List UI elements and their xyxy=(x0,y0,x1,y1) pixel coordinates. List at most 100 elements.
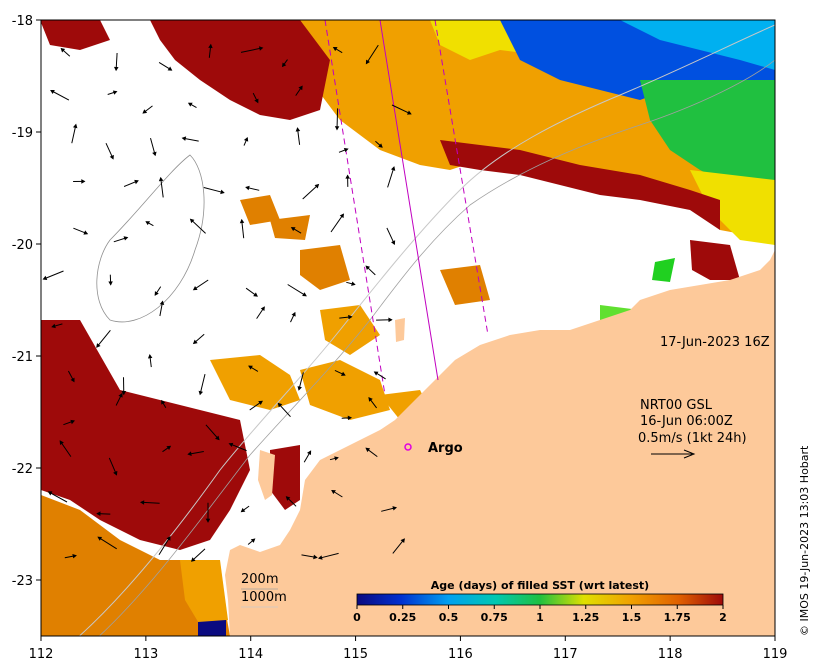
current-arrowhead xyxy=(113,66,119,72)
current-arrow xyxy=(190,218,206,234)
current-arrowhead xyxy=(378,143,383,148)
current-arrowhead xyxy=(373,371,379,376)
current-arrow xyxy=(318,552,339,559)
current-arrowhead xyxy=(290,227,296,232)
current-arrowhead xyxy=(343,147,349,153)
current-arrowhead xyxy=(70,377,75,383)
current-arrowhead xyxy=(72,123,78,129)
current-arrow xyxy=(158,536,171,556)
x-tick-label: 115 xyxy=(343,647,368,662)
y-tick-label: -18 xyxy=(12,14,33,29)
current-arrowhead xyxy=(253,292,258,297)
current-arrowhead xyxy=(345,174,350,179)
current-arrowhead xyxy=(81,179,86,184)
x-axis: 112 113 114 115 116 117 118 119 xyxy=(29,636,788,662)
current-arrowhead xyxy=(118,392,123,398)
current-arrow xyxy=(336,108,339,130)
current-arrowhead xyxy=(147,354,153,359)
current-arrowhead xyxy=(167,66,173,71)
current-arrow xyxy=(205,424,220,440)
y-tick-label: -22 xyxy=(12,462,33,477)
current-arrowhead xyxy=(152,151,157,157)
depth-1000-label: 1000m xyxy=(241,590,287,605)
current-arrowhead xyxy=(348,314,353,320)
colorbar-tick-label: 1.25 xyxy=(572,611,599,624)
argo-label: Argo xyxy=(428,441,463,456)
current-arrowhead xyxy=(317,555,323,560)
current-arrowhead xyxy=(187,451,192,456)
y-tick-label: -21 xyxy=(12,350,33,365)
current-arrowhead xyxy=(97,536,103,541)
current-arrowhead xyxy=(134,179,139,185)
current-arrowhead xyxy=(142,109,148,114)
colorbar-tick-label: 1.75 xyxy=(664,611,691,624)
current-arrowhead xyxy=(108,281,113,286)
current-arrowhead xyxy=(302,292,307,297)
current-arrowhead xyxy=(248,365,253,370)
current-arrowhead xyxy=(347,415,353,421)
x-tick-label: 113 xyxy=(133,647,158,662)
current-arrow xyxy=(50,90,70,101)
current-arrowhead xyxy=(307,450,312,456)
current-arrow xyxy=(203,187,224,194)
colorbar-tick-label: 2 xyxy=(719,611,727,624)
x-tick-label: 118 xyxy=(658,647,683,662)
current-arrowhead xyxy=(392,506,398,511)
current-arrowhead xyxy=(285,496,291,501)
current-arrowhead xyxy=(340,371,346,376)
y-tick-label: -19 xyxy=(12,126,33,141)
current-arrow xyxy=(199,373,206,395)
colorbar-tick-label: 0.75 xyxy=(481,611,508,624)
current-arrow xyxy=(43,270,64,280)
current-arrowhead xyxy=(83,230,89,235)
current-arrowhead xyxy=(192,286,198,291)
current-arrowhead xyxy=(139,500,145,505)
colorbar xyxy=(356,593,724,606)
current-arrowhead xyxy=(388,317,393,323)
colorbar-title: Age (days) of filled SST (wrt latest) xyxy=(431,579,649,592)
current-arrowhead xyxy=(181,136,187,141)
current-source: NRT00 GSL xyxy=(640,398,713,413)
current-arrowhead xyxy=(332,46,338,52)
current-arrowhead xyxy=(145,221,151,226)
y-tick-label: -20 xyxy=(12,238,33,253)
current-arrowhead xyxy=(51,323,56,329)
current-arrow xyxy=(330,213,344,233)
island xyxy=(258,450,275,500)
current-arrowhead xyxy=(112,90,118,95)
current-arrowhead xyxy=(158,176,164,182)
current-arrowhead xyxy=(297,386,302,391)
y-axis: -18 -19 -20 -21 -22 -23 xyxy=(12,14,41,589)
current-arrowhead xyxy=(215,435,220,441)
current-arrowhead xyxy=(96,511,101,516)
current-vectors xyxy=(42,43,412,562)
current-arrowhead xyxy=(258,46,264,51)
y-tick-label: -23 xyxy=(12,574,33,589)
x-tick-label: 119 xyxy=(763,647,788,662)
current-arrow xyxy=(387,166,395,188)
current-arrowhead xyxy=(334,456,339,461)
land-mass xyxy=(225,250,775,636)
current-arrowhead xyxy=(365,265,371,271)
colorbar-tick-label: 0.5 xyxy=(439,611,459,624)
scale-arrow xyxy=(651,449,696,459)
current-arrowhead xyxy=(166,445,172,450)
current-arrow xyxy=(160,177,164,198)
current-arrow xyxy=(48,491,68,503)
current-arrowhead xyxy=(50,90,55,94)
colorbar-tick-label: 1 xyxy=(536,611,544,624)
x-tick-label: 112 xyxy=(29,647,54,662)
current-arrowhead xyxy=(245,185,250,191)
current-arrow xyxy=(240,47,263,53)
current-arrowhead xyxy=(406,110,412,115)
current-arrowhead xyxy=(250,538,256,543)
current-arrowhead xyxy=(220,189,225,195)
current-arrowhead xyxy=(70,419,75,425)
current-arrow xyxy=(391,104,412,115)
current-arrowhead xyxy=(121,390,127,396)
sst-age-field xyxy=(41,20,775,636)
current-arrow xyxy=(287,284,307,297)
current-arrowhead xyxy=(228,442,234,447)
current-arrowhead xyxy=(277,402,283,408)
current-arrowhead xyxy=(260,306,265,311)
